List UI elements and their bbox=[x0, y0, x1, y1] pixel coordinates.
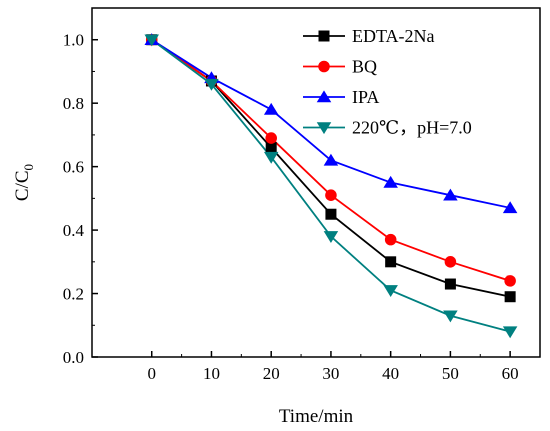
data-point-s4-2 bbox=[263, 151, 279, 164]
y-tick-label: 0.4 bbox=[63, 221, 85, 240]
y-tick-label: 0.8 bbox=[63, 94, 84, 113]
data-point-s3-5 bbox=[443, 188, 458, 201]
data-point-s4-0 bbox=[144, 34, 159, 47]
series-line-4 bbox=[151, 39, 511, 333]
x-tick-label: 60 bbox=[502, 364, 519, 383]
legend-label-2: BQ bbox=[352, 57, 377, 77]
data-point-s1-5 bbox=[444, 278, 456, 290]
y-axis-title: C/C0 bbox=[12, 164, 36, 201]
data-point-s3-6 bbox=[502, 201, 518, 214]
data-point-s4-4 bbox=[383, 285, 398, 297]
x-tick-label: 50 bbox=[442, 364, 459, 383]
data-point-s1-2 bbox=[265, 142, 277, 154]
plot-lines bbox=[151, 38, 511, 333]
x-tick-label: 40 bbox=[382, 364, 399, 383]
data-point-s2-2 bbox=[265, 132, 277, 144]
data-point-s2-4 bbox=[384, 233, 397, 246]
legend-marker-2 bbox=[318, 60, 330, 73]
x-axis: 0 10 20 30 40 50 60 bbox=[147, 351, 519, 383]
legend-label-1: EDTA-2Na bbox=[352, 26, 435, 46]
y-tick-label: 0.2 bbox=[63, 285, 84, 304]
y-tick-label: 0.0 bbox=[63, 348, 84, 367]
legend-marker-3 bbox=[316, 90, 332, 103]
data-point-s2-6 bbox=[504, 275, 516, 287]
x-tick-label: 30 bbox=[322, 364, 339, 383]
x-tick-label: 0 bbox=[147, 364, 156, 383]
data-point-s2-3 bbox=[325, 189, 337, 201]
data-point-s3-3 bbox=[323, 153, 339, 166]
legend-marker-4 bbox=[316, 122, 332, 135]
legend: EDTA-2Na BQ IPA 220℃，pH=7.0 bbox=[303, 26, 472, 138]
plot-markers bbox=[144, 33, 518, 339]
series-line-1 bbox=[151, 38, 511, 298]
data-point-s3-2 bbox=[263, 102, 279, 115]
legend-label-3: IPA bbox=[352, 87, 379, 107]
data-point-s1-4 bbox=[385, 256, 397, 268]
data-point-s3-4 bbox=[383, 175, 398, 188]
y-tick-label: 1.0 bbox=[63, 31, 84, 50]
x-tick-label: 10 bbox=[203, 364, 220, 383]
data-point-s4-5 bbox=[443, 310, 458, 323]
data-point-s4-6 bbox=[502, 326, 518, 339]
legend-marker-1 bbox=[318, 30, 330, 42]
data-point-s1-6 bbox=[504, 291, 516, 303]
data-point-s4-3 bbox=[323, 231, 339, 244]
data-point-s4-1 bbox=[204, 78, 219, 91]
y-axis: 0.0 0.2 0.4 0.6 0.8 1.0 bbox=[63, 31, 98, 367]
y-tick-label: 0.6 bbox=[63, 158, 84, 177]
plot-frame bbox=[91, 7, 541, 358]
x-tick-label: 20 bbox=[263, 364, 280, 383]
data-point-s1-3 bbox=[325, 208, 337, 220]
legend-label-4: 220℃，pH=7.0 bbox=[352, 118, 472, 138]
y-axis-title-subscript: 0 bbox=[21, 164, 36, 171]
x-axis-title: Time/min bbox=[279, 406, 354, 427]
data-point-s2-5 bbox=[444, 256, 457, 268]
y-axis-title-main: C/C bbox=[12, 170, 33, 201]
